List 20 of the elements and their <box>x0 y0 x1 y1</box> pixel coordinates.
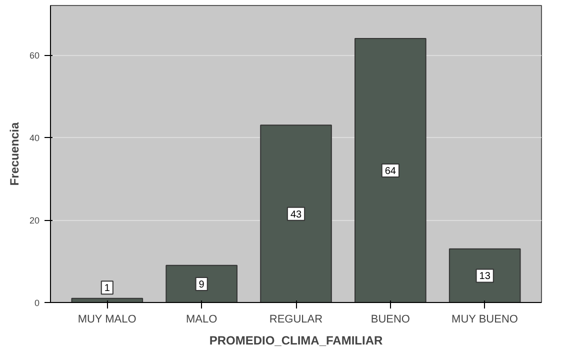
y-axis-title: Frecuencia <box>7 122 22 186</box>
data-label: 9 <box>198 279 205 290</box>
y-tick-label: 60 <box>29 50 40 60</box>
bar <box>166 264 238 302</box>
bar <box>448 248 521 302</box>
y-tick-label: 0 <box>34 298 40 308</box>
data-label: 64 <box>384 166 396 177</box>
bar <box>260 124 332 302</box>
y-tick-label: 40 <box>29 133 40 143</box>
bar <box>354 38 426 302</box>
x-tick-label: REGULAR <box>269 314 323 326</box>
data-label: 1 <box>104 283 110 294</box>
y-tick-label: 20 <box>29 216 40 226</box>
data-label: 13 <box>479 271 491 282</box>
data-label: 43 <box>290 209 302 220</box>
x-axis-title: PROMEDIO_CLIMA_FAMILIAR <box>209 334 384 348</box>
x-tick-label: MALO <box>186 314 218 326</box>
x-tick-label: MUY BUENO <box>452 314 518 326</box>
x-tick-label: MUY MALO <box>78 314 137 326</box>
x-tick-label: BUENO <box>370 314 410 326</box>
